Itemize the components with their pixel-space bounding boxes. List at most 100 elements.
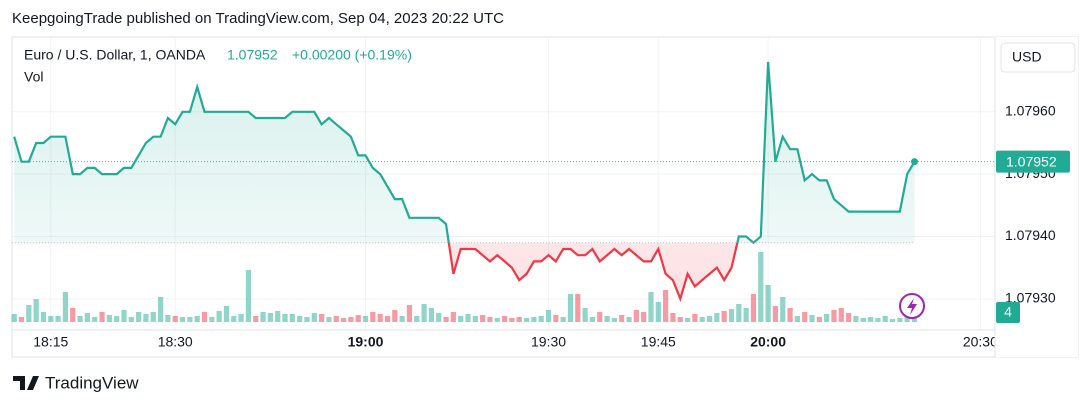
- volume-bar: [523, 318, 530, 322]
- volume-bar: [582, 308, 588, 322]
- last-point: [910, 158, 918, 166]
- volume-bar: [399, 316, 405, 322]
- volume-bar: [187, 317, 193, 322]
- volume-bar: [516, 317, 522, 322]
- volume-bar: [194, 316, 200, 322]
- volume-bar: [421, 304, 427, 322]
- volume-bar: [611, 318, 617, 322]
- y-tick-label: 1.07960: [1005, 103, 1056, 119]
- volume-bar: [575, 294, 581, 322]
- currency[interactable]: USD: [1012, 49, 1042, 65]
- volume-bar: [897, 318, 903, 322]
- last-price-label: 1.07952: [1006, 153, 1057, 169]
- x-tick-label: 19:00: [348, 334, 384, 350]
- alert-bolt[interactable]: [907, 298, 917, 315]
- volume-bar: [392, 310, 398, 322]
- volume-bar: [238, 314, 244, 322]
- volume-bar: [531, 317, 537, 322]
- volume-bar: [253, 316, 259, 322]
- volume-bar: [487, 317, 493, 322]
- volume-bar: [128, 317, 134, 322]
- volume-bar: [362, 316, 369, 322]
- volume-bar: [567, 294, 574, 322]
- alert-icon[interactable]: [899, 293, 925, 319]
- volume-bar: [553, 315, 559, 322]
- x-tick-label: 20:00: [750, 334, 786, 350]
- volume-bar: [765, 285, 771, 322]
- volume-bar: [802, 312, 808, 322]
- volume-bar: [911, 318, 918, 322]
- volume-bar: [99, 312, 105, 322]
- volume-bar: [377, 314, 383, 322]
- volume-bar: [458, 316, 464, 322]
- volume-bar: [838, 308, 844, 322]
- volume-bar: [414, 316, 420, 322]
- x-tick-label: 19:30: [531, 334, 566, 350]
- volume-bar: [875, 318, 881, 322]
- volume-bar: [84, 313, 90, 322]
- volume-bar: [619, 315, 625, 322]
- volume-bar: [326, 317, 332, 322]
- volume-bar: [231, 316, 237, 322]
- volume-bar: [450, 312, 456, 322]
- volume-bar: [267, 313, 273, 322]
- volume-bar: [245, 270, 252, 322]
- volume-bar: [260, 312, 266, 322]
- volume-bar: [11, 314, 17, 322]
- volume-bar: [406, 305, 413, 322]
- volume-bar: [846, 313, 852, 322]
- volume-bar: [692, 314, 698, 322]
- volume-bar: [355, 315, 361, 322]
- volume-bar: [633, 310, 639, 322]
- volume-bar: [699, 317, 705, 322]
- volume-bar: [677, 317, 683, 322]
- x-tick-label: 18:30: [158, 334, 193, 350]
- volume-bar: [319, 314, 325, 322]
- volume-bar: [333, 316, 339, 322]
- volume-bar: [772, 306, 779, 322]
- volume-bar: [509, 318, 515, 322]
- volume-bar: [809, 315, 815, 322]
- volume-bar: [560, 317, 566, 322]
- volume-bar: [443, 317, 449, 322]
- plot-area: [11, 37, 995, 330]
- volume-bar: [157, 297, 164, 322]
- volume-bar: [604, 316, 610, 322]
- volume-bar: [33, 299, 39, 322]
- volume-bar: [882, 316, 888, 322]
- volume-bar: [597, 312, 603, 322]
- volume-bar: [55, 316, 61, 322]
- volume-bar: [201, 312, 208, 322]
- volume-bar: [165, 315, 171, 322]
- volume-bar: [501, 316, 508, 322]
- volume-bar: [340, 318, 347, 322]
- logo-icon: [13, 376, 39, 390]
- volume-bar: [216, 311, 222, 322]
- volume-bar: [816, 317, 822, 322]
- currency-button[interactable]: [1000, 42, 1076, 73]
- area-down: [448, 242, 738, 299]
- volume-bar: [179, 317, 186, 322]
- y-tick-label: 1.07940: [1005, 227, 1056, 243]
- volume-bar: [721, 311, 727, 322]
- volume-bar: [867, 317, 874, 322]
- volume-bar: [853, 316, 859, 322]
- volume-bar: [787, 308, 793, 322]
- volume-bar: [465, 314, 471, 322]
- price-line-up: [13, 61, 916, 243]
- volume-bar: [670, 313, 676, 322]
- volume-bar: [150, 312, 156, 322]
- volume-bar: [494, 318, 500, 322]
- volume-bar: [889, 319, 896, 322]
- volume-bar: [684, 318, 691, 322]
- x-tick-label: 20:30: [963, 334, 998, 350]
- volume-bar: [626, 317, 632, 322]
- last-price: 1.07952: [227, 47, 278, 63]
- volume-bar: [648, 292, 654, 322]
- volume-bar: [40, 312, 47, 322]
- footer-brand: TradingView: [45, 373, 139, 392]
- volume-bar: [311, 313, 317, 322]
- time-axis: 18:15 18:30 19:00 19:30 19:45 20:00 20:30: [33, 334, 998, 350]
- volume-bar: [70, 308, 76, 322]
- volume-bar: [436, 313, 442, 322]
